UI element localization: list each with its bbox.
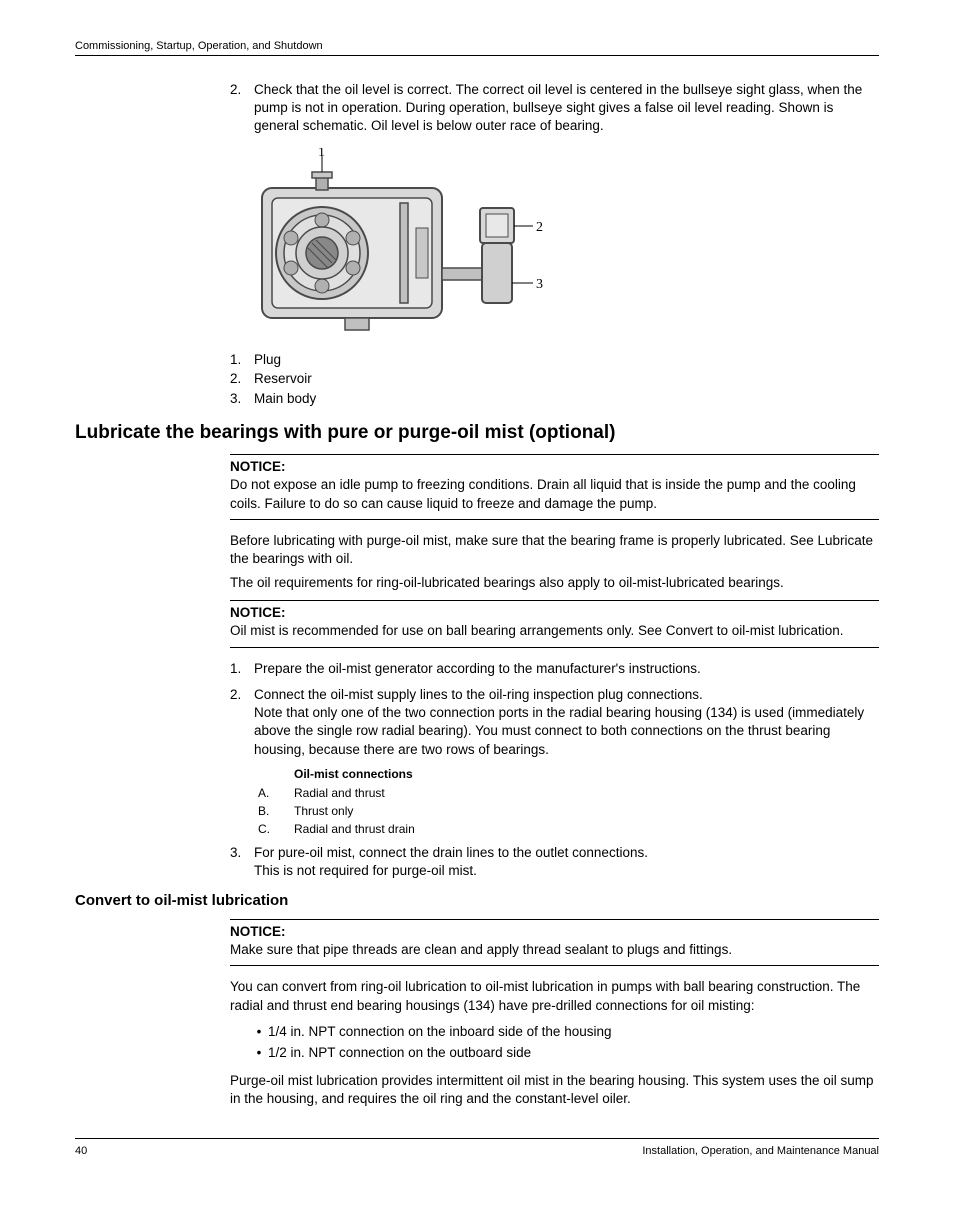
notice-block: NOTICE: Make sure that pipe threads are … — [230, 919, 879, 966]
notice-title: NOTICE: — [230, 605, 879, 620]
label-item: 2. Reservoir — [230, 369, 879, 389]
list-number: 2. — [230, 686, 254, 759]
list-number: 3. — [230, 844, 254, 880]
list-text: Connect the oil-mist supply lines to the… — [254, 686, 879, 759]
sub-list-title: Oil-mist connections — [294, 767, 879, 781]
bullet-list: • 1/4 in. NPT connection on the inboard … — [250, 1021, 879, 1064]
sub-list-item: B. Thrust only — [258, 802, 879, 820]
paragraph: You can convert from ring-oil lubricatio… — [230, 978, 879, 1014]
bullet-dot: • — [250, 1042, 268, 1064]
sub-list-item: A. Radial and thrust — [258, 784, 879, 802]
page-footer: 40 Installation, Operation, and Maintena… — [75, 1138, 879, 1157]
notice-block: NOTICE: Do not expose an idle pump to fr… — [230, 454, 879, 519]
page-header: Commissioning, Startup, Operation, and S… — [75, 40, 879, 56]
bearing-diagram: 1 2 3 — [250, 148, 879, 338]
list-text: Check that the oil level is correct. The… — [254, 81, 879, 136]
list-item: 2. Check that the oil level is correct. … — [230, 81, 879, 136]
breadcrumb: Commissioning, Startup, Operation, and S… — [75, 40, 323, 52]
svg-text:2: 2 — [536, 220, 543, 235]
page-number: 40 — [75, 1145, 87, 1157]
bullet-item: • 1/2 in. NPT connection on the outboard… — [250, 1042, 879, 1064]
svg-text:1: 1 — [318, 148, 325, 160]
section-heading: Lubricate the bearings with pure or purg… — [75, 422, 879, 444]
notice-block: NOTICE: Oil mist is recommended for use … — [230, 600, 879, 647]
notice-text: Do not expose an idle pump to freezing c… — [230, 476, 879, 512]
list-number: 1. — [230, 660, 254, 678]
list-item: 2. Connect the oil-mist supply lines to … — [230, 686, 879, 759]
manual-title: Installation, Operation, and Maintenance… — [642, 1145, 879, 1157]
list-text: For pure-oil mist, connect the drain lin… — [254, 844, 879, 880]
paragraph: Purge-oil mist lubrication provides inte… — [230, 1072, 879, 1108]
list-item: 3. For pure-oil mist, connect the drain … — [230, 844, 879, 880]
list-number: 2. — [230, 81, 254, 136]
notice-title: NOTICE: — [230, 459, 879, 474]
svg-text:3: 3 — [536, 277, 543, 292]
notice-text: Oil mist is recommended for use on ball … — [230, 622, 879, 640]
bullet-item: • 1/4 in. NPT connection on the inboard … — [250, 1021, 879, 1043]
sub-list: Oil-mist connections A. Radial and thrus… — [258, 767, 879, 838]
paragraph: The oil requirements for ring-oil-lubric… — [230, 574, 879, 592]
diagram-label-list: 1. Plug 2. Reservoir 3. Main body — [230, 350, 879, 409]
bullet-dot: • — [250, 1021, 268, 1043]
subsection-heading: Convert to oil-mist lubrication — [75, 892, 879, 909]
notice-text: Make sure that pipe threads are clean an… — [230, 941, 879, 959]
label-item: 1. Plug — [230, 350, 879, 370]
list-text: Prepare the oil-mist generator according… — [254, 660, 879, 678]
list-item: 1. Prepare the oil-mist generator accord… — [230, 660, 879, 678]
notice-title: NOTICE: — [230, 924, 879, 939]
paragraph: Before lubricating with purge-oil mist, … — [230, 532, 879, 568]
label-item: 3. Main body — [230, 389, 879, 409]
sub-list-item: C. Radial and thrust drain — [258, 820, 879, 838]
